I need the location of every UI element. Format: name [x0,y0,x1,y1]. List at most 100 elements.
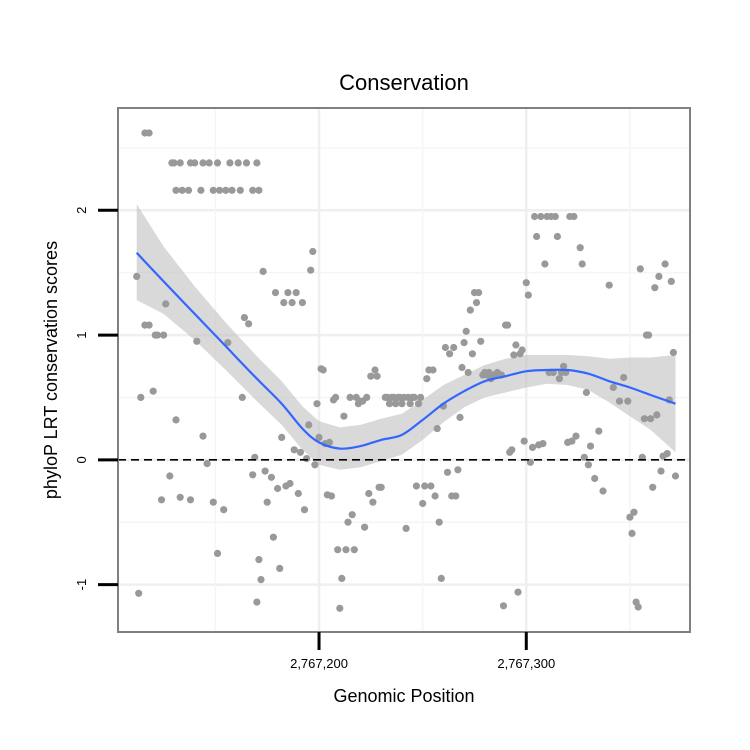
data-point [433,425,441,433]
data-point [514,588,522,596]
data-point [591,474,599,483]
data-point [259,267,267,275]
data-point [582,388,591,397]
data-point [560,362,568,370]
data-point [371,366,379,374]
data-point [220,506,228,514]
data-point [651,284,659,292]
data-point [334,546,342,554]
data-point [274,484,282,493]
data-point [319,366,327,374]
data-point [176,159,184,167]
x-tick-label: 2,767,200 [290,656,348,671]
data-point [460,339,468,347]
data-point [435,518,443,526]
x-axis-title: Genomic Position [333,686,475,706]
data-point [178,186,186,194]
data-point [253,598,261,606]
data-point [342,546,350,554]
data-point [199,159,207,167]
data-point [238,393,246,401]
data-point [257,576,265,584]
data-point [630,508,638,516]
data-point [226,159,234,167]
data-point [350,546,358,554]
data-point [655,272,663,280]
data-point [222,186,230,194]
data-point [419,499,427,508]
data-point [199,432,207,440]
data-point [427,482,435,490]
data-point [667,277,675,285]
data-point [647,415,655,423]
data-point [518,346,526,354]
confidence-ribbon [136,204,676,470]
data-point [149,387,157,395]
data-point [365,489,373,498]
smooth-fit-line [135,251,676,450]
data-point [288,299,296,307]
data-point [640,415,649,423]
data-point [327,492,336,500]
data-point [441,343,449,352]
data-point [363,393,371,401]
data-point [398,400,406,408]
data-point [286,479,294,488]
data-point [313,400,321,408]
data-point [605,281,613,289]
data-point [568,437,576,445]
data-point [661,260,669,268]
data-point [261,467,269,475]
data-point [191,159,199,167]
fit-layer [135,251,676,450]
data-point [236,186,244,194]
data-point [224,339,232,347]
data-point [417,393,425,401]
data-point [528,443,537,451]
data-point [466,306,474,314]
data-point [385,400,394,408]
data-point [209,498,217,506]
data-point [369,498,377,506]
y-tick-label: 2 [74,207,89,214]
data-point [377,483,385,491]
data-point [205,159,213,167]
data-point [255,556,263,564]
data-point [172,416,180,424]
data-point [454,466,462,474]
data-point [276,564,284,573]
data-point [135,589,143,597]
data-point [348,511,356,519]
data-point [450,343,458,352]
data-point [296,448,304,456]
data-point [160,331,168,339]
data-point [325,438,333,446]
data-point [620,373,628,382]
chart-title: Conservation [339,70,469,95]
y-tick-label: 1 [74,331,89,338]
data-point [512,341,520,349]
data-point [421,482,429,490]
ribbon-layer [136,204,676,470]
data-point [663,450,671,458]
data-point [472,299,481,307]
data-point [197,186,205,194]
data-point [634,603,642,611]
data-point [373,372,381,380]
data-point [300,506,309,514]
data-point [499,602,508,610]
data-point [309,247,317,256]
panel-border [117,107,691,633]
data-point [669,348,678,357]
data-point [255,186,263,194]
data-point [346,393,354,401]
data-point [361,523,369,531]
data-point [340,412,348,420]
data-point [477,337,485,345]
data-point [555,375,564,383]
data-point [446,350,454,358]
data-point [429,366,437,374]
data-point [510,351,518,359]
data-point [553,232,562,241]
data-point [216,186,224,194]
